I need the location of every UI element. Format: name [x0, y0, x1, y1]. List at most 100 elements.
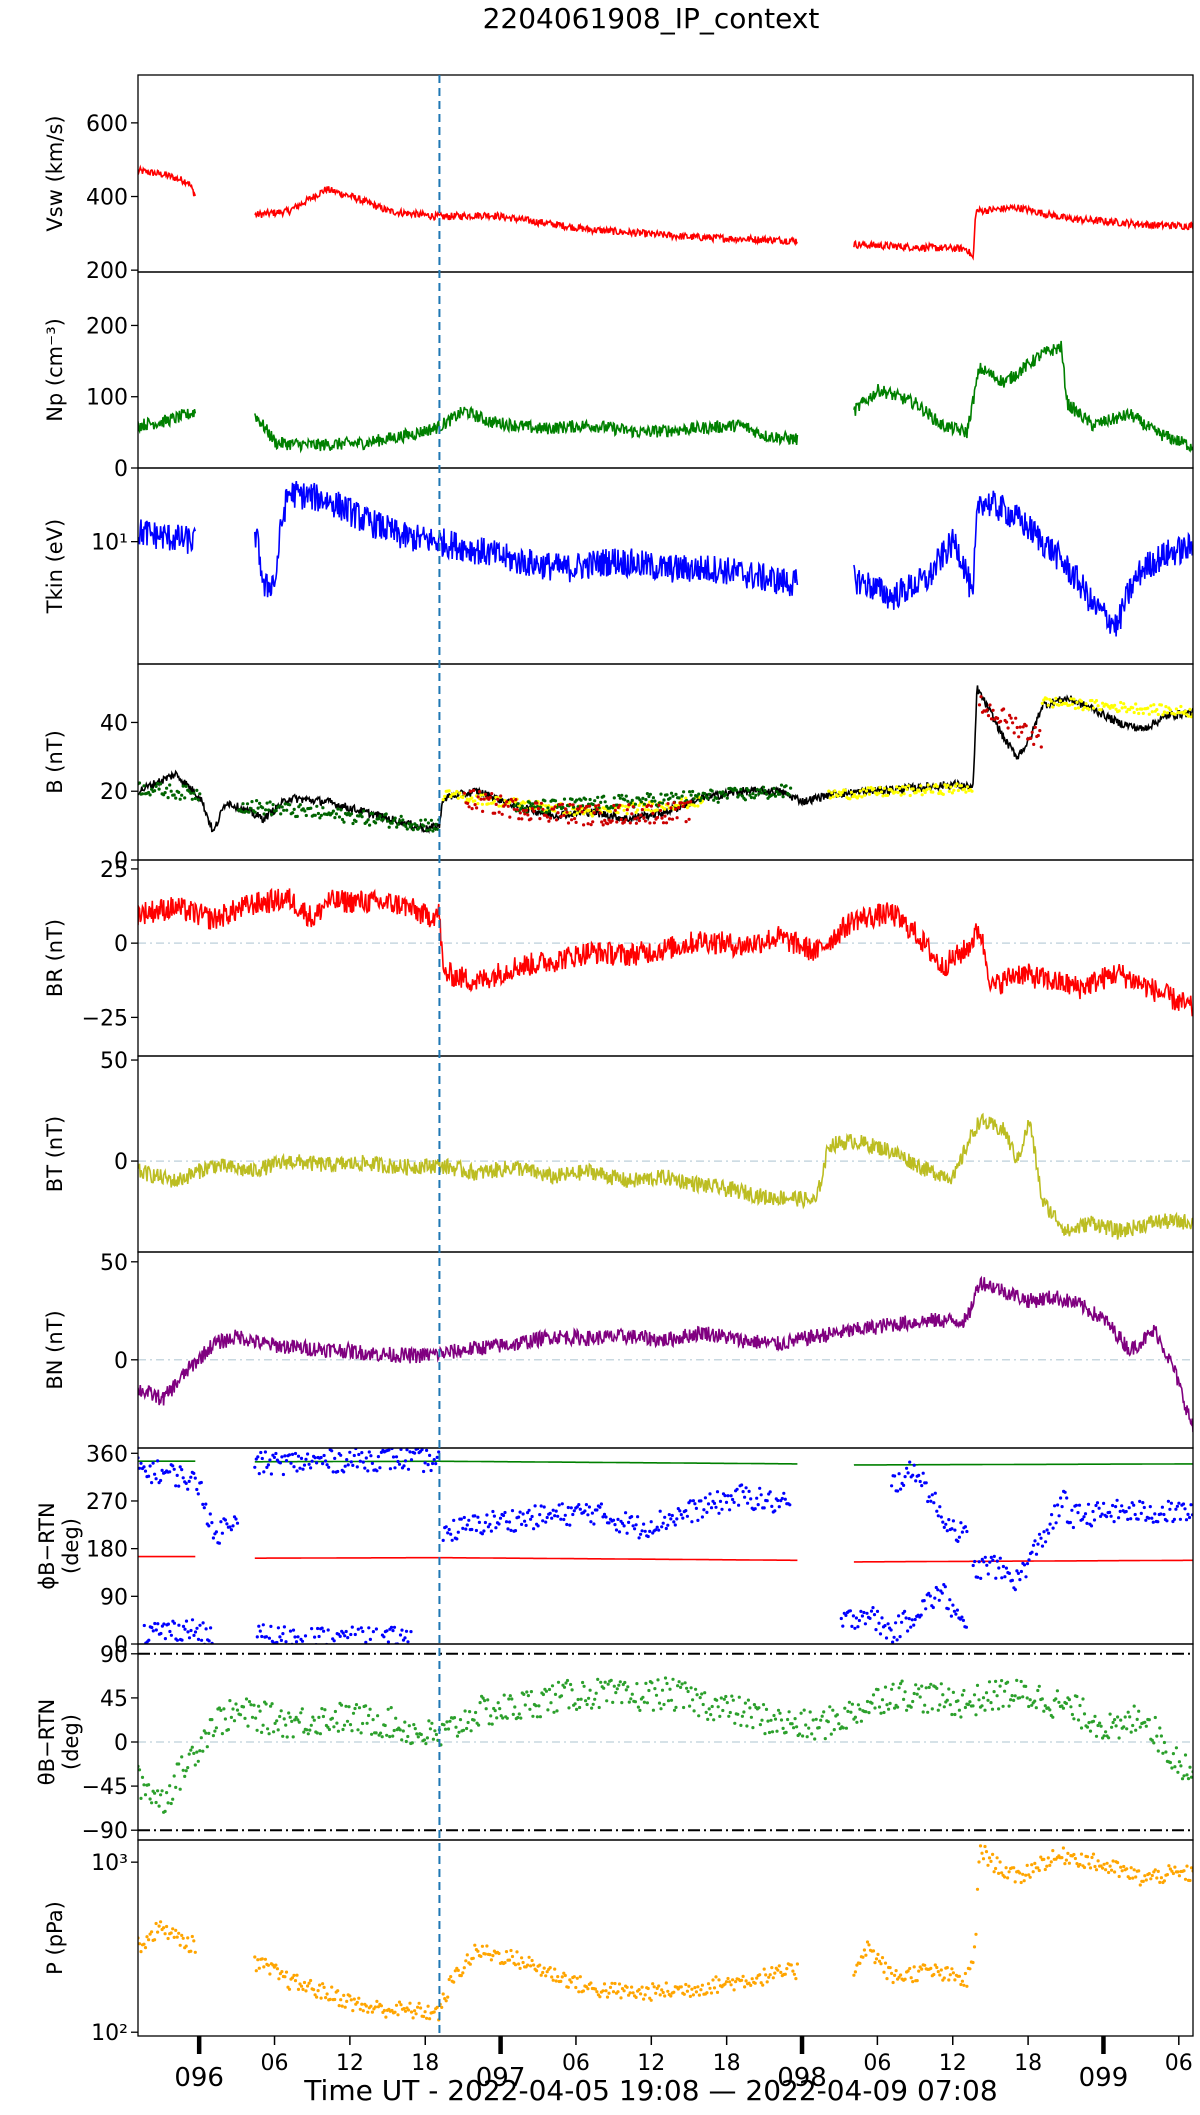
data-point-B-yellow: [864, 789, 869, 793]
data-point-theta: [635, 1682, 639, 1686]
data-point-B-yellow: [1079, 699, 1084, 703]
data-point-B-green: [245, 802, 250, 806]
data-point-phi-blue: [154, 1628, 158, 1632]
data-point-P: [339, 1998, 343, 2002]
data-point-theta: [210, 1718, 214, 1722]
data-point-phi-blue: [178, 1465, 182, 1469]
data-point-P: [476, 1949, 480, 1953]
data-point-phi-blue: [669, 1517, 673, 1521]
data-point-phi-blue: [291, 1628, 296, 1632]
data-point-theta: [877, 1705, 882, 1709]
data-point-B-green: [778, 792, 782, 796]
data-point-theta: [811, 1718, 815, 1722]
data-point-B-green: [725, 796, 729, 800]
data-point-phi-blue: [988, 1560, 992, 1564]
data-point-B-red: [1032, 742, 1036, 747]
data-point-phi-blue: [1048, 1522, 1052, 1526]
data-point-P: [764, 1973, 768, 1977]
data-point-P: [589, 1981, 593, 1985]
data-point-theta: [1051, 1715, 1055, 1719]
data-point-phi-blue: [726, 1494, 730, 1498]
data-point-phi-blue: [780, 1496, 784, 1501]
data-point-B-red: [520, 817, 524, 821]
data-point-B-red: [652, 821, 657, 825]
chart-title: 2204061908_IP_context: [483, 2, 820, 35]
data-point-theta: [1096, 1723, 1100, 1728]
data-point-phi-blue: [389, 1625, 394, 1629]
data-point-phi-blue: [168, 1629, 172, 1634]
data-point-theta: [157, 1804, 161, 1808]
data-point-theta: [392, 1728, 396, 1733]
data-point-theta: [333, 1709, 337, 1714]
data-point-phi-blue: [743, 1495, 747, 1499]
data-point-phi-blue: [159, 1478, 163, 1483]
data-point-P: [753, 1981, 757, 1985]
data-point-theta: [867, 1711, 871, 1715]
data-point-phi-blue: [147, 1638, 151, 1642]
data-point-phi-blue: [1183, 1507, 1187, 1511]
data-point-phi-blue: [758, 1486, 762, 1490]
data-point-phi-blue: [1162, 1512, 1166, 1517]
data-point-phi-blue: [1004, 1566, 1009, 1570]
data-point-B-red: [1020, 730, 1024, 734]
data-point-P: [992, 1870, 996, 1874]
data-point-P: [1024, 1873, 1028, 1877]
data-point-phi-blue: [998, 1556, 1002, 1560]
data-point-phi-blue: [740, 1483, 744, 1487]
data-point-B-yellow: [867, 792, 872, 796]
data-point-P: [607, 1991, 611, 1995]
data-point-phi-blue: [209, 1626, 213, 1630]
data-point-theta: [1189, 1775, 1193, 1779]
data-point-phi-blue: [459, 1517, 463, 1521]
data-point-phi-blue: [971, 1563, 975, 1568]
data-point-B-yellow: [1177, 711, 1181, 715]
data-point-B-red: [514, 798, 518, 802]
data-point-P: [728, 1980, 732, 1984]
data-point-phi-blue: [153, 1472, 157, 1476]
data-point-phi-blue: [326, 1628, 330, 1632]
data-point-B-yellow: [590, 814, 595, 818]
data-point-theta: [1043, 1704, 1047, 1708]
data-point-P: [724, 1980, 729, 1984]
data-point-theta: [1012, 1698, 1016, 1702]
data-point-phi-blue: [168, 1470, 172, 1474]
data-point-B-yellow: [583, 810, 587, 814]
data-point-theta: [257, 1704, 261, 1708]
data-point-theta: [820, 1714, 824, 1718]
data-point-phi-blue: [408, 1450, 412, 1454]
data-point-theta: [680, 1682, 684, 1686]
data-point-P: [578, 1975, 582, 1979]
data-point-B-yellow: [646, 808, 650, 812]
data-point-B-red: [472, 788, 476, 793]
data-point-phi-blue: [355, 1465, 359, 1469]
data-point-theta: [787, 1710, 791, 1714]
data-point-phi-blue: [1051, 1526, 1055, 1530]
data-point-B-green: [405, 827, 409, 831]
data-point-theta: [890, 1687, 894, 1691]
data-point-B-red: [660, 816, 664, 820]
data-point-P: [679, 1985, 683, 1989]
data-point-phi-blue: [1144, 1518, 1148, 1522]
data-point-phi-blue: [912, 1623, 916, 1627]
data-point-phi-blue: [921, 1471, 925, 1475]
data-point-theta: [654, 1693, 659, 1697]
data-point-B-red: [683, 801, 687, 805]
data-point-phi-blue: [640, 1529, 644, 1533]
data-point-theta: [704, 1710, 708, 1714]
data-point-B-red: [473, 803, 477, 807]
data-point-B-red: [553, 805, 557, 809]
data-point-P: [595, 1990, 599, 1994]
data-point-phi-blue: [1105, 1515, 1109, 1519]
data-point-theta: [189, 1748, 193, 1752]
data-point-phi-blue: [1189, 1503, 1193, 1507]
data-point-phi-blue: [143, 1469, 148, 1473]
data-point-B-yellow: [1147, 712, 1151, 716]
data-point-B-red: [664, 821, 669, 825]
data-point-B-yellow: [1051, 705, 1055, 709]
data-point-theta: [1025, 1696, 1029, 1700]
data-point-B-green: [340, 817, 345, 822]
data-point-theta: [1081, 1697, 1085, 1701]
data-point-theta: [219, 1708, 223, 1712]
data-point-B-yellow: [920, 793, 924, 797]
